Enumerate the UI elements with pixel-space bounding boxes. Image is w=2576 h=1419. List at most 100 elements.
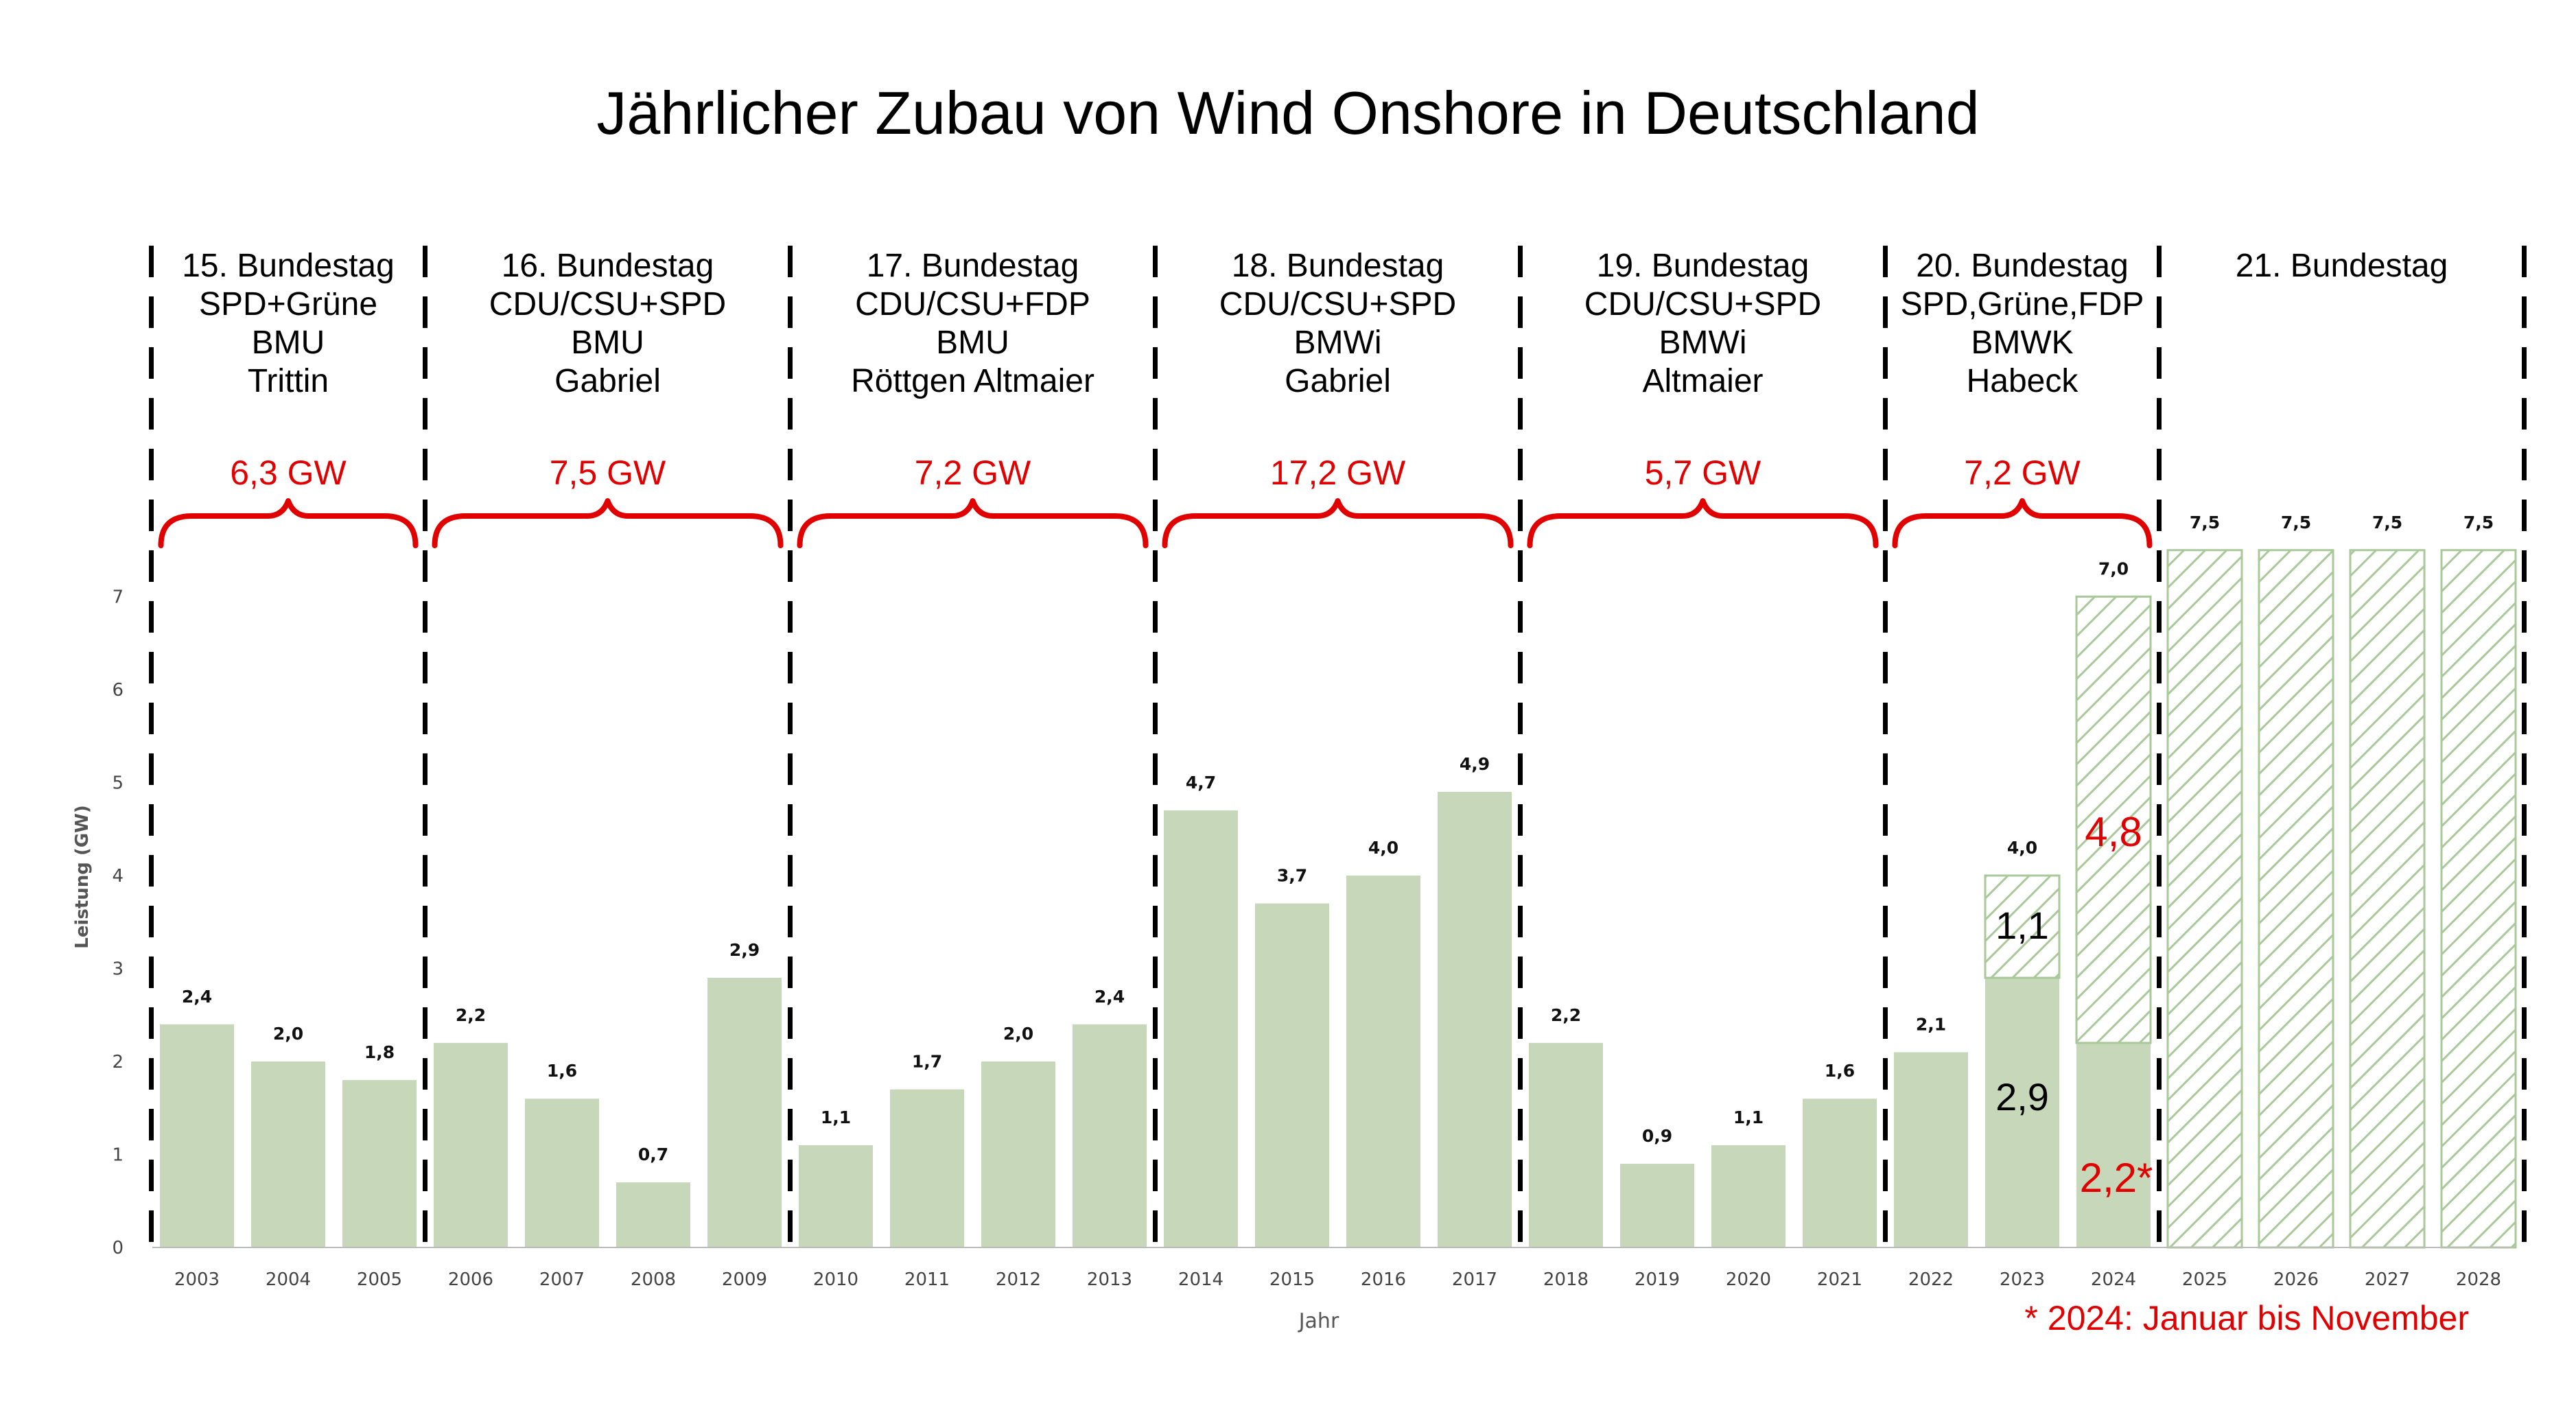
data-label-2013: 2,4 xyxy=(1094,987,1125,1007)
data-label-2014: 4,7 xyxy=(1186,773,1216,793)
x-tick-2018: 2018 xyxy=(1543,1269,1589,1290)
bar-2019 xyxy=(1620,1164,1694,1247)
x-tick-2003: 2003 xyxy=(174,1269,220,1290)
bar-hatched-2025 xyxy=(2166,549,2243,1249)
data-label-2023: 4,0 xyxy=(2007,838,2037,858)
period-brace-16 xyxy=(432,498,784,548)
period-18-line-4: Gabriel xyxy=(1285,363,1391,399)
data-label-2026: 7,5 xyxy=(2281,513,2311,532)
bar-2024 xyxy=(2076,1042,2151,1247)
x-tick-2019: 2019 xyxy=(1635,1269,1680,1290)
bar-2022 xyxy=(1894,1052,1968,1247)
data-label-2005: 1,8 xyxy=(364,1042,395,1062)
period-17-line-2: CDU/CSU+FDP xyxy=(855,286,1090,322)
bar-hatched-2028 xyxy=(2440,549,2517,1249)
bar-2014 xyxy=(1164,810,1238,1247)
bars-group: 2,4 2,0 1,8 2,2 1,6 0,7 2,9 1,1 1,7 2,0 2,4 4,7 3,7 4… xyxy=(160,513,2517,1249)
period-brace-17 xyxy=(797,498,1149,548)
bar-2009 xyxy=(707,978,782,1247)
x-tick-2021: 2021 xyxy=(1817,1269,1862,1290)
y-tick-0: 0 xyxy=(112,1238,124,1258)
data-label-2009: 2,9 xyxy=(729,940,760,960)
bar-2008 xyxy=(616,1182,690,1247)
x-tick-2022: 2022 xyxy=(1908,1269,1954,1290)
period-brace-20 xyxy=(1892,498,2153,548)
x-tick-2020: 2020 xyxy=(1726,1269,1771,1290)
bar-2007 xyxy=(525,1099,599,1247)
data-label-2028: 7,5 xyxy=(2463,513,2494,532)
bar-2006 xyxy=(434,1042,508,1247)
data-label-2007: 1,6 xyxy=(547,1061,577,1081)
data-label-2010: 1,1 xyxy=(821,1107,851,1127)
period-total-16: 7,5 GW xyxy=(550,454,666,492)
bar-2013 xyxy=(1073,1024,1147,1247)
period-braces: 6,3 GW 7,5 GW 7,2 GW 17,2 GW 5,7 GW 7,2 GW xyxy=(158,454,2153,548)
y-tick-1: 1 xyxy=(112,1145,124,1166)
period-19-line-4: Altmaier xyxy=(1642,363,1763,399)
bar-hatched-2027 xyxy=(2349,549,2426,1249)
data-label-2019: 0,9 xyxy=(1642,1126,1672,1146)
x-tick-2027: 2027 xyxy=(2365,1269,2410,1290)
data-label-2015: 3,7 xyxy=(1277,866,1307,886)
data-label-2018: 2,2 xyxy=(1551,1005,1581,1025)
bar-2011 xyxy=(890,1089,964,1247)
x-tick-2012: 2012 xyxy=(996,1269,1041,1290)
period-brace-18 xyxy=(1162,498,1514,548)
data-label-2004: 2,0 xyxy=(273,1024,303,1044)
annotation-2024-gap: 4,8 xyxy=(2085,809,2142,855)
data-label-2025: 7,5 xyxy=(2190,513,2220,532)
period-20-line-2: SPD,Grüne,FDP xyxy=(1901,286,2144,322)
bar-hatched-2024 xyxy=(2075,596,2152,1044)
period-19-line-1: 19. Bundestag xyxy=(1597,248,1810,284)
annotations-group: 2,9 1,1 2,2* 4,8 xyxy=(1995,809,2153,1201)
period-19-line-3: BMWi xyxy=(1659,325,1747,361)
x-tick-2026: 2026 xyxy=(2273,1269,2319,1290)
bar-2015 xyxy=(1255,903,1329,1247)
data-label-2024: 7,0 xyxy=(2098,559,2129,579)
data-label-2022: 2,1 xyxy=(1916,1014,1946,1034)
period-17-line-1: 17. Bundestag xyxy=(867,248,1079,284)
x-tick-2014: 2014 xyxy=(1178,1269,1223,1290)
annotation-2023-gap: 1,1 xyxy=(1995,904,2049,947)
y-tick-3: 3 xyxy=(112,959,124,980)
bar-2023 xyxy=(1985,978,2059,1247)
x-tick-2013: 2013 xyxy=(1087,1269,1132,1290)
x-tick-2010: 2010 xyxy=(813,1269,858,1290)
x-tick-2005: 2005 xyxy=(357,1269,402,1290)
period-20-line-4: Habeck xyxy=(1967,363,2079,399)
period-16-line-4: Gabriel xyxy=(554,363,661,399)
period-15-line-3: BMU xyxy=(252,325,325,361)
period-19-line-2: CDU/CSU+SPD xyxy=(1584,286,1821,322)
x-tick-2009: 2009 xyxy=(722,1269,767,1290)
y-tick-4: 4 xyxy=(112,866,124,887)
x-tick-2011: 2011 xyxy=(904,1269,950,1290)
bar-2020 xyxy=(1711,1145,1785,1247)
bar-hatched-2023 xyxy=(1984,874,2061,979)
period-total-20: 7,2 GW xyxy=(1964,454,2081,492)
data-label-2008: 0,7 xyxy=(638,1145,668,1164)
period-17-line-3: BMU xyxy=(936,325,1009,361)
period-brace-15 xyxy=(158,498,419,548)
x-axis-title: Jahr xyxy=(1298,1309,1339,1333)
x-tick-2024: 2024 xyxy=(2091,1269,2136,1290)
bar-2005 xyxy=(342,1080,417,1247)
data-label-2012: 2,0 xyxy=(1003,1024,1033,1044)
period-20-line-1: 20. Bundestag xyxy=(1916,248,2129,284)
x-tick-2004: 2004 xyxy=(266,1269,311,1290)
footnote: * 2024: Januar bis November xyxy=(2024,1299,2469,1337)
x-tick-2015: 2015 xyxy=(1269,1269,1315,1290)
bar-2003 xyxy=(160,1024,234,1247)
period-21-line-1: 21. Bundestag xyxy=(2236,248,2448,284)
period-total-17: 7,2 GW xyxy=(915,454,1031,492)
y-tick-2: 2 xyxy=(112,1052,124,1072)
x-tick-2025: 2025 xyxy=(2182,1269,2227,1290)
period-18-line-3: BMWi xyxy=(1294,325,1382,361)
chart-title: Jährlicher Zubau von Wind Onshore in Deu… xyxy=(596,79,1979,147)
x-tick-2023: 2023 xyxy=(2000,1269,2045,1290)
period-dividers xyxy=(149,246,2527,1247)
bar-2021 xyxy=(1803,1099,1877,1247)
axes-group: 2003 2004 2005 2006 2007 2008 2009 2010 2011 2012… xyxy=(112,587,2511,1290)
data-label-2003: 2,4 xyxy=(182,987,212,1007)
period-15-line-2: SPD+Grüne xyxy=(199,286,377,322)
